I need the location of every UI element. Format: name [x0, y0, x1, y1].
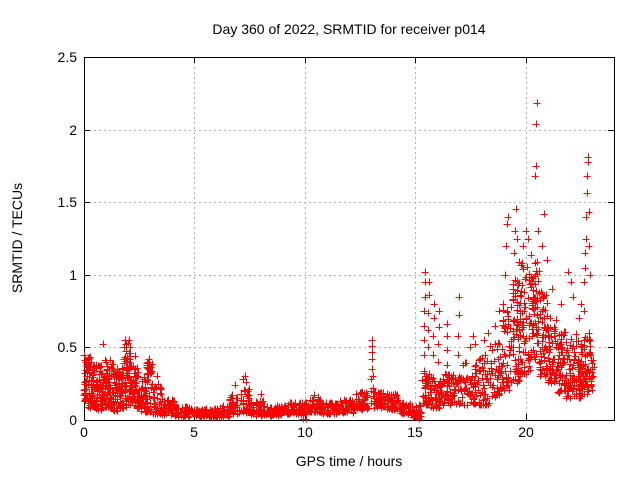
y-tick-label: 1: [69, 267, 77, 283]
y-tick-label: 0: [69, 412, 77, 428]
x-tick-label: 20: [518, 424, 534, 440]
chart-title: Day 360 of 2022, SRMTID for receiver p01…: [212, 21, 485, 37]
x-tick-label: 15: [407, 424, 423, 440]
y-tick-label: 0.5: [58, 339, 78, 355]
plot-border: [84, 57, 615, 421]
y-tick-label: 2.5: [58, 49, 78, 65]
scatter-plus-markers: [80, 99, 598, 423]
x-tick-label: 0: [80, 424, 88, 440]
x-tick-label: 5: [190, 424, 198, 440]
x-tick-label: 10: [297, 424, 313, 440]
x-axis-label: GPS time / hours: [296, 453, 403, 469]
axis-ticks: [84, 57, 614, 421]
y-tick-label: 2: [69, 122, 77, 138]
y-tick-label: 1.5: [58, 194, 78, 210]
y-axis-label: SRMTID / TECUs: [9, 183, 25, 293]
tick-labels: 0 5 10 15 20 0 0.5 1 1.5 2 2.5: [58, 49, 534, 440]
grid-lines: [84, 57, 614, 420]
